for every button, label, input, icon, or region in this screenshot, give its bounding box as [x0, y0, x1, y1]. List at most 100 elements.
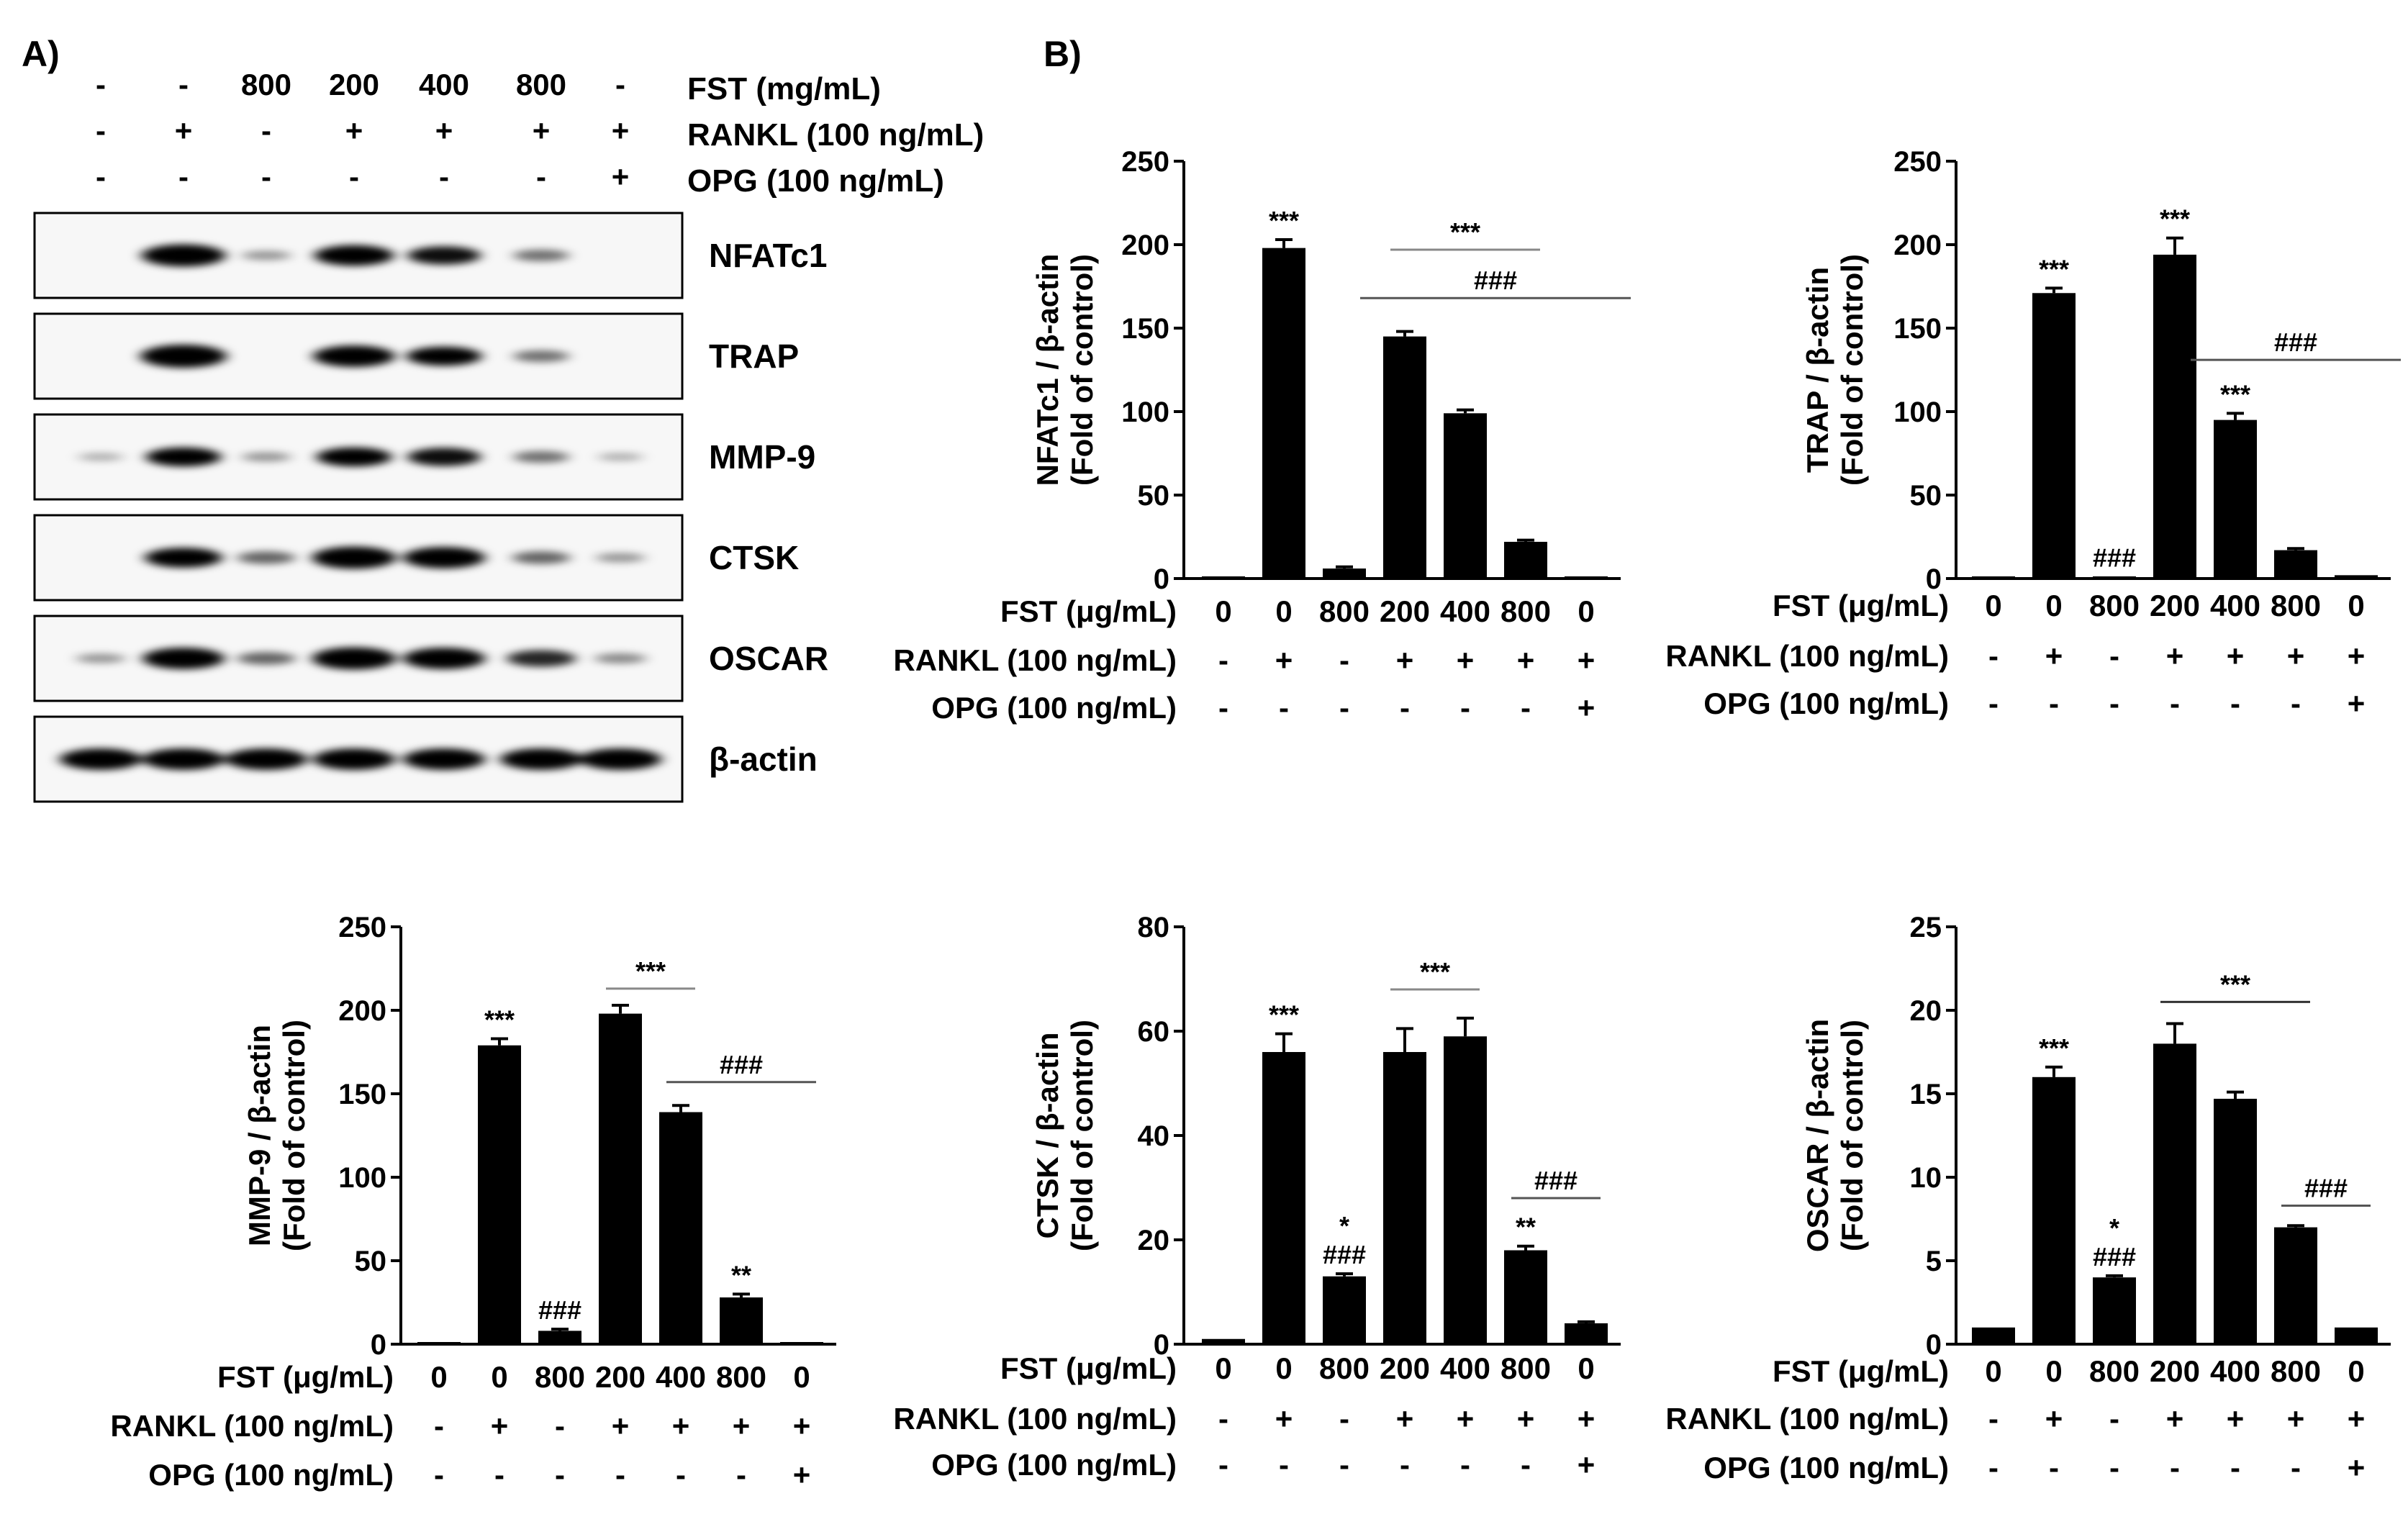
condition-value: 800: [1501, 594, 1551, 628]
condition-value: 0: [1578, 1351, 1594, 1385]
blot-band: [225, 748, 307, 770]
condition-value: 0: [2045, 589, 2062, 622]
y-tick-label: 0: [1926, 1329, 1942, 1361]
bar: [1262, 1052, 1305, 1344]
bar: [1972, 1327, 2015, 1344]
blot-band: [76, 653, 126, 663]
bar: [2274, 550, 2317, 579]
blot-band: [513, 249, 569, 262]
bar: [720, 1297, 763, 1344]
condition-value: -: [1339, 643, 1349, 677]
y-tick-label: 200: [1121, 230, 1169, 261]
condition-value: +: [1275, 1402, 1293, 1436]
y-tick-label: 25: [1910, 912, 1942, 943]
condition-value: 400: [1440, 1351, 1490, 1385]
bar: [659, 1112, 702, 1344]
y-tick-label: 250: [1121, 146, 1169, 178]
bar: [1202, 1338, 1245, 1344]
bar-chart-5: 0 5 10 15 20 25 OSCAR / β-actin (Fold of contro…: [1665, 912, 2391, 1484]
bar: [2214, 420, 2257, 579]
blot-band: [142, 648, 225, 669]
condition-value: +: [2348, 686, 2366, 720]
condition-value: +: [1396, 1402, 1414, 1436]
condition-value: -: [96, 114, 106, 148]
condition-value: +: [1396, 643, 1414, 677]
y-tick-label: 0: [1926, 563, 1942, 595]
condition-value: -: [349, 160, 359, 194]
blot-band: [507, 650, 576, 667]
condition-value: 800: [716, 1360, 766, 1394]
condition-value: -: [2049, 1451, 2059, 1484]
condition-row-label: OPG (100 ng/mL): [148, 1458, 394, 1492]
bracket-label: ###: [2274, 327, 2317, 357]
condition-value: +: [1578, 691, 1595, 725]
blot-band: [579, 748, 661, 770]
condition-value: +: [2227, 639, 2245, 673]
y-tick-label: 100: [338, 1162, 386, 1194]
condition-value: -: [1400, 1448, 1410, 1482]
condition-value: -: [736, 1458, 746, 1492]
blot-band: [314, 245, 394, 266]
blot-bands: [78, 447, 643, 467]
significance-label: *: [2109, 1213, 2119, 1243]
bar: [1383, 1052, 1426, 1344]
condition-label: OPG (100 ng/mL): [687, 163, 944, 199]
significance-label: ###: [2093, 543, 2136, 573]
condition-value: 400: [1440, 594, 1490, 628]
condition-value: -: [2170, 1451, 2180, 1484]
significance-label: **: [731, 1260, 751, 1289]
y-tick-label: 200: [1893, 230, 1942, 261]
condition-value: +: [2348, 1402, 2366, 1436]
significance-label: ***: [2220, 379, 2250, 409]
blot-band: [597, 453, 643, 461]
condition-value: +: [672, 1409, 690, 1443]
blot-label: MMP-9: [709, 438, 815, 476]
condition-value: 400: [2210, 589, 2260, 622]
condition-label: FST (mg/mL): [687, 71, 881, 106]
y-tick-label: 80: [1138, 912, 1170, 943]
bracket-label: ***: [1450, 217, 1480, 247]
blot-bands: [60, 748, 661, 770]
condition-value: +: [733, 1409, 751, 1443]
condition-value: +: [1578, 1402, 1595, 1436]
condition-value: -: [2230, 686, 2240, 720]
condition-value: 0: [2045, 1354, 2062, 1388]
y-tick-label: 100: [1893, 396, 1942, 428]
bracket-label: ***: [2220, 969, 2250, 999]
condition-row-label: FST (μg/mL): [1773, 1354, 1949, 1388]
condition-value: 0: [1985, 589, 2001, 622]
condition-value: -: [261, 160, 271, 194]
y-tick-label: 50: [1138, 480, 1170, 512]
bar-chart-2: 0 50 100 150 200 250 TRAP / β-actin (Fold of co…: [1665, 146, 2401, 720]
y-tick-label: 60: [1138, 1016, 1170, 1048]
condition-value: -: [615, 1458, 625, 1492]
condition-row-label: FST (μg/mL): [1000, 594, 1177, 628]
bar: [478, 1045, 521, 1344]
blot-label: NFATc1: [709, 237, 827, 274]
condition-value: -: [494, 1458, 504, 1492]
condition-value: -: [1218, 1448, 1228, 1482]
blot-band: [594, 653, 646, 664]
bracket-label: ***: [635, 956, 666, 986]
condition-value: +: [175, 114, 193, 148]
y-axis-label-sub: (Fold of control): [277, 1020, 311, 1251]
condition-row-label: OPG (100 ng/mL): [931, 1448, 1177, 1482]
condition-value: 400: [2210, 1354, 2260, 1388]
condition-value: -: [2230, 1451, 2240, 1484]
blot-band: [403, 648, 485, 669]
condition-value: -: [1218, 643, 1228, 677]
condition-value: +: [1457, 1402, 1475, 1436]
condition-value: -: [1460, 691, 1470, 725]
condition-value: -: [434, 1409, 444, 1443]
condition-value: -: [2291, 1451, 2301, 1484]
bar-chart-1: 0 50 100 150 200 250 NFATc1 / β-actin (Fold of …: [893, 146, 1631, 725]
blot-band: [313, 345, 395, 367]
condition-value: +: [2045, 1402, 2063, 1436]
condition-value: +: [2045, 639, 2063, 673]
y-tick-label: 200: [338, 995, 386, 1027]
condition-value: -: [536, 160, 546, 194]
condition-value: -: [96, 160, 106, 194]
blot-band: [241, 452, 291, 462]
bar: [2274, 1227, 2317, 1344]
condition-value: -: [434, 1458, 444, 1492]
